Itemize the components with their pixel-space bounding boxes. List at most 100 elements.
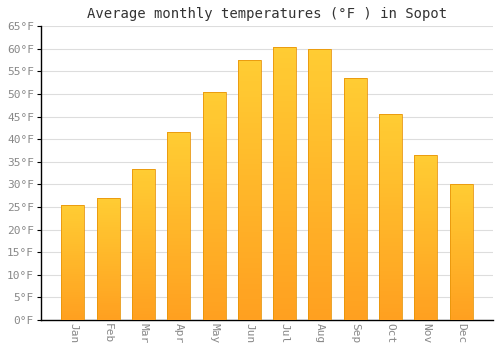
Bar [238,221,261,226]
Bar [168,226,190,230]
Bar [238,86,261,91]
Bar [62,214,84,216]
Bar [62,258,84,260]
Bar [238,148,261,154]
Bar [450,206,472,209]
Bar [96,203,120,205]
Bar [132,184,155,187]
Bar [96,266,120,269]
Bar [414,314,437,317]
Bar [202,169,226,174]
Bar [450,296,472,298]
Bar [238,180,261,185]
Bar [414,234,437,238]
Bar [379,201,402,205]
Bar [450,271,472,274]
Bar [168,208,190,211]
Bar [62,313,84,315]
Bar [96,257,120,259]
Bar [62,295,84,297]
Bar [62,267,84,269]
Bar [62,223,84,225]
Bar [62,272,84,274]
Bar [202,297,226,302]
Bar [450,187,472,190]
Bar [344,136,366,141]
Bar [132,284,155,287]
Bar [202,183,226,188]
Bar [238,107,261,112]
Bar [202,206,226,210]
Bar [379,152,402,155]
Bar [238,273,261,279]
Bar [273,244,296,249]
Bar [450,274,472,276]
Bar [344,238,366,243]
Bar [379,147,402,152]
Bar [308,201,332,206]
Bar [202,315,226,320]
Bar [379,197,402,201]
Bar [308,228,332,233]
Bar [344,107,366,112]
Bar [238,232,261,237]
Bar [344,151,366,156]
Bar [62,283,84,286]
Bar [62,235,84,237]
Bar [202,105,226,110]
Bar [308,114,332,119]
Bar [344,88,366,93]
Bar [379,205,402,209]
Bar [450,276,472,279]
Bar [450,287,472,290]
Bar [450,190,472,193]
Bar [450,211,472,214]
Bar [96,227,120,230]
Bar [379,258,402,262]
Bar [132,275,155,278]
Bar [308,287,332,293]
Bar [450,228,472,231]
Bar [273,315,296,320]
Bar [96,306,120,308]
Bar [414,185,437,188]
Bar [414,244,437,247]
Bar [273,129,296,134]
Bar [202,247,226,252]
Bar [414,188,437,191]
Bar [308,190,332,195]
Bar [96,244,120,247]
Bar [450,255,472,258]
Bar [308,158,332,163]
Bar [344,112,366,117]
Bar [96,205,120,208]
Bar [273,167,296,173]
Bar [168,181,190,185]
Bar [379,295,402,300]
Bar [96,313,120,315]
Bar [450,268,472,271]
Bar [273,79,296,85]
Bar [308,179,332,184]
Bar [344,194,366,199]
Bar [96,252,120,254]
Bar [450,241,472,244]
Bar [96,298,120,301]
Bar [379,283,402,287]
Bar [414,168,437,172]
Bar [238,154,261,159]
Bar [238,117,261,122]
Bar [344,306,366,310]
Bar [379,176,402,180]
Bar [414,290,437,294]
Bar [238,190,261,195]
Bar [379,172,402,176]
Bar [96,230,120,232]
Bar [96,232,120,234]
Bar [344,218,366,223]
Bar [308,147,332,152]
Bar [132,175,155,178]
Bar [273,238,296,244]
Bar [344,281,366,286]
Bar [450,307,472,309]
